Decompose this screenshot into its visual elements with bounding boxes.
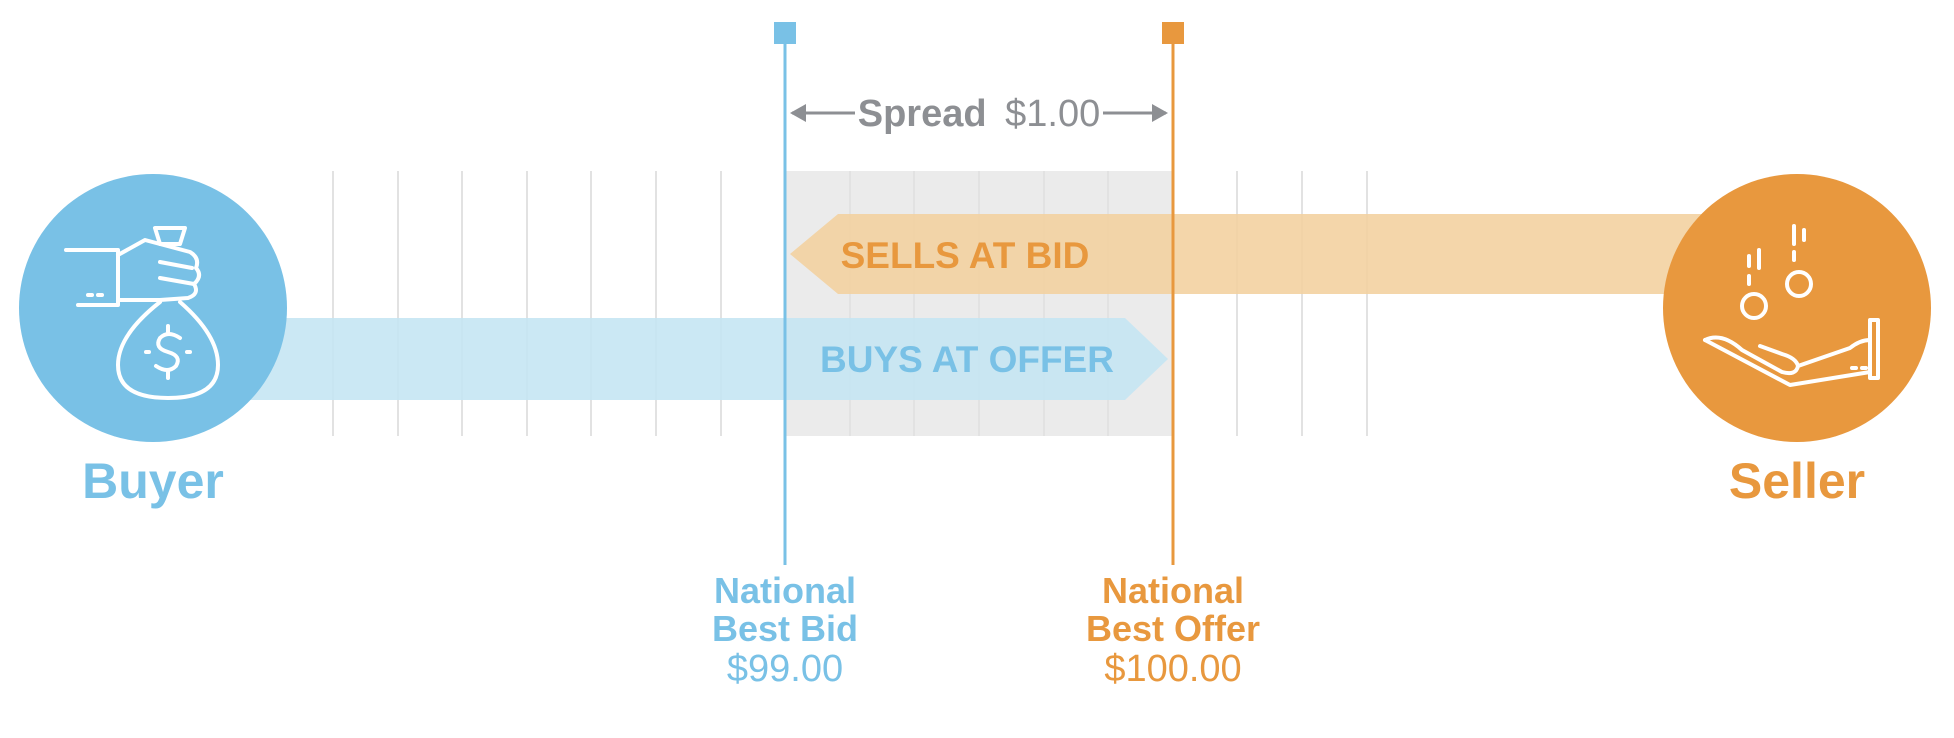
best-bid-caption: National Best Bid $99.00 — [712, 570, 858, 690]
buys-at-offer-arrow — [250, 318, 1168, 400]
seller-label: Seller — [1729, 453, 1865, 509]
best-offer-caption: National Best Offer $100.00 — [1086, 570, 1260, 690]
best-offer-marker — [1162, 22, 1184, 44]
buys-at-offer-label: BUYS AT OFFER — [820, 339, 1114, 380]
spread-measure: Spread $1.00 — [790, 93, 1168, 135]
best-offer-line1: National — [1102, 570, 1244, 611]
sells-at-bid-label: SELLS AT BID — [841, 235, 1090, 276]
best-bid-line1: National — [714, 570, 856, 611]
money-bag-hand-icon — [64, 226, 220, 400]
buyer-label: Buyer — [82, 453, 224, 509]
best-bid-price: $99.00 — [727, 648, 843, 690]
coins-hand-icon — [1703, 224, 1880, 387]
seller-avatar — [1663, 174, 1931, 442]
sells-at-bid-arrow — [790, 214, 1720, 294]
buyer-avatar — [19, 174, 287, 442]
best-bid-marker — [774, 22, 796, 44]
spread-label: Spread — [858, 93, 987, 135]
best-offer-line2: Best Offer — [1086, 608, 1260, 649]
spread-text: Spread $1.00 — [858, 93, 1100, 135]
best-bid-line2: Best Bid — [712, 608, 858, 649]
spread-value: $1.00 — [1005, 93, 1100, 135]
best-offer-price: $100.00 — [1104, 648, 1241, 690]
